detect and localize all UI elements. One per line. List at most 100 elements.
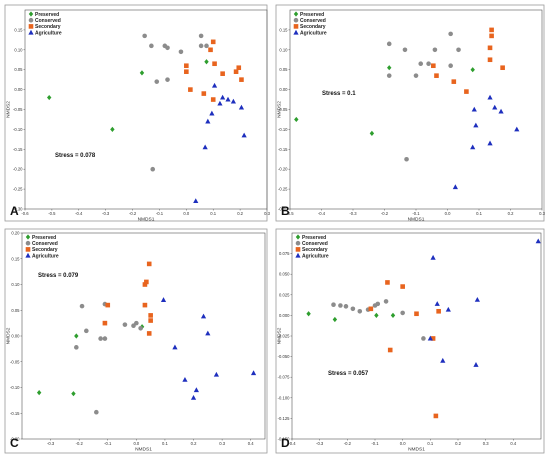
legend-label: Agriculture (300, 30, 327, 36)
data-point (193, 198, 199, 204)
series-secondary (184, 39, 244, 102)
x-tick-label: 0.2 (237, 211, 243, 216)
legend-marker (25, 234, 31, 240)
x-tick-label: 0.0 (445, 211, 451, 216)
data-point (294, 116, 299, 123)
data-point (134, 320, 139, 326)
y-axis-label: NMDS2 (277, 101, 283, 118)
legend-marker (28, 11, 34, 17)
x-tick-label: -0.3 (349, 211, 357, 216)
y-tick-label: -0.30 (278, 207, 288, 212)
y-tick-label: 0.10 (11, 282, 20, 287)
data-point (79, 303, 85, 309)
data-point (210, 39, 216, 45)
data-point (102, 320, 108, 326)
data-point (74, 333, 79, 339)
x-tick-label: 0.0 (400, 441, 406, 446)
data-point (427, 335, 433, 341)
data-point (487, 45, 493, 51)
data-point (238, 104, 245, 110)
legend-label: Agriculture (302, 253, 329, 259)
legend-label: Secondary (300, 24, 326, 30)
x-tick-label: 0.2 (508, 211, 514, 216)
panel-letter: D (281, 436, 290, 450)
data-point (209, 110, 215, 116)
data-point (202, 144, 208, 150)
x-tick-label: 0.0 (183, 211, 189, 216)
x-axis-label: NMDS1 (138, 217, 155, 223)
stress-label: Stress = 0.1 (322, 91, 356, 97)
x-tick-label: -0.4 (288, 441, 296, 446)
series-conserved (386, 31, 461, 162)
x-tick-label: -0.2 (76, 441, 84, 446)
data-point (205, 118, 211, 124)
x-axis-label: NMDS1 (408, 217, 425, 223)
data-point (98, 336, 103, 341)
data-point (149, 43, 154, 49)
legend-marker (295, 247, 301, 252)
data-point (306, 311, 311, 317)
y-tick-label: 0.15 (14, 27, 23, 32)
data-point (165, 77, 170, 82)
series-conserved (142, 33, 209, 172)
stress-label: Stress = 0.078 (55, 153, 96, 159)
data-point (514, 126, 520, 132)
data-point (387, 65, 392, 71)
y-tick-label: -0.25 (13, 187, 23, 192)
data-point (498, 108, 504, 114)
series-preserved (306, 311, 396, 323)
y-tick-label: 0.15 (279, 27, 288, 32)
legend-label: Conserved (32, 241, 58, 247)
data-point (431, 63, 436, 69)
data-point (212, 61, 217, 67)
panel-letter: B (281, 204, 290, 218)
y-tick-label: -0.20 (13, 167, 23, 172)
legend-label: Preserved (302, 235, 326, 241)
legend-label: Secondary (32, 247, 58, 253)
y-tick-label: -0.15 (278, 147, 288, 152)
y-tick-label: 0.05 (11, 308, 20, 313)
data-point (400, 310, 405, 316)
y-tick-label: -0.05 (278, 107, 288, 112)
panel-b: -0.5 -0.4 -0.3 -0.2 -0.1 0.0 0.1 0.2 0.3 -0.30 -0.… (275, 4, 546, 223)
data-point (250, 370, 257, 376)
data-point (414, 311, 419, 317)
data-point (369, 130, 375, 136)
data-point (386, 73, 392, 78)
x-tick-label: -0.4 (75, 211, 83, 216)
data-point (184, 63, 189, 69)
data-point (436, 308, 441, 314)
data-point (470, 67, 475, 73)
x-axis-label: NMDS1 (408, 447, 425, 453)
x-tick-label: 0.4 (510, 441, 516, 446)
data-point (500, 65, 505, 71)
data-point (142, 302, 148, 308)
data-point (332, 316, 338, 323)
y-tick-label: -0.125 (278, 416, 291, 421)
y-tick-label: 0.10 (14, 47, 23, 52)
data-point (368, 306, 374, 312)
series-agriculture (452, 94, 520, 190)
x-tick-label: -0.2 (344, 441, 352, 446)
y-tick-label: 0.05 (279, 67, 288, 72)
legend-label: Conserved (302, 241, 328, 247)
series-preserved (294, 65, 475, 136)
data-point (122, 322, 128, 327)
data-point (142, 33, 147, 39)
data-point (144, 279, 149, 285)
data-point (452, 184, 458, 190)
data-point (184, 69, 189, 74)
legend-marker (25, 252, 31, 258)
panel-a: -0.6 -0.5 -0.4 -0.3 -0.2 -0.1 0.0 0.1 0.2 0.3 -0.3… (4, 4, 271, 223)
data-point (139, 70, 145, 76)
data-point (404, 156, 409, 162)
data-point (220, 71, 225, 76)
y-tick-label: -0.15 (13, 147, 23, 152)
legend-marker (28, 29, 34, 35)
y-tick-label: 0.025 (279, 292, 290, 297)
data-point (204, 43, 209, 49)
data-point (165, 45, 170, 51)
data-point (489, 27, 494, 33)
y-tick-label: -0.075 (278, 375, 291, 380)
